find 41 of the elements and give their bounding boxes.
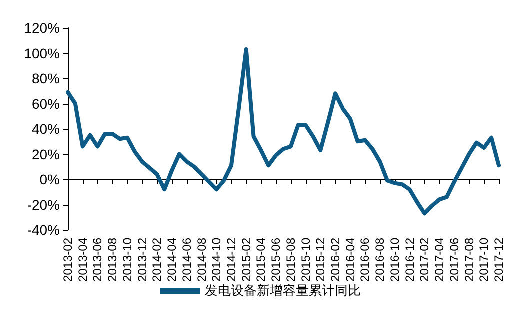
x-tick-label: 2013-04 xyxy=(76,238,90,282)
line-series xyxy=(66,47,501,216)
x-tick-label: 2017-06 xyxy=(447,238,462,282)
x-tick-label: 2017-12 xyxy=(492,238,506,282)
x-tick-label: 2014-08 xyxy=(194,238,209,282)
x-tick-label: 2015-08 xyxy=(284,238,298,282)
x-tick-label: 2014-10 xyxy=(210,238,224,282)
y-tick-label: 40% xyxy=(32,121,60,137)
legend-label: 发电设备新增容量累计同比 xyxy=(205,283,361,299)
x-tick-label: 2017-08 xyxy=(462,238,476,282)
x-tick-label: 2014-12 xyxy=(224,238,238,282)
x-tick-label: 2016-02 xyxy=(328,238,343,282)
x-tick-label: 2014-02 xyxy=(150,238,164,282)
x-tick-label: 2016-04 xyxy=(343,238,358,282)
x-tick-label: 2017-10 xyxy=(477,238,492,282)
x-tick-label: 2014-06 xyxy=(180,238,194,282)
x-tick-label: 2014-04 xyxy=(165,238,180,282)
x-tick-label: 2013-12 xyxy=(135,238,150,282)
x-tick-label: 2016-10 xyxy=(388,238,402,282)
x-tick-label: 2016-08 xyxy=(373,238,388,282)
x-tick-label: 2016-06 xyxy=(358,238,372,282)
y-tick-label: 0% xyxy=(40,172,60,188)
y-tick-label: 60% xyxy=(32,96,60,112)
y-tick-label: 100% xyxy=(24,45,60,62)
y-tick-label: -40% xyxy=(27,222,60,238)
x-tick-label: 2013-06 xyxy=(90,238,105,282)
x-tick-label: 2015-12 xyxy=(314,238,328,282)
x-tick-label: 2013-02 xyxy=(61,238,75,282)
x-tick-label: 2015-06 xyxy=(269,238,284,282)
y-tick-label: 80% xyxy=(32,70,60,86)
x-tick-label: 2017-02 xyxy=(418,238,432,282)
x-tick-label: 2017-04 xyxy=(432,238,447,282)
x-tick-label: 2015-04 xyxy=(254,238,268,282)
x-tick-label: 2013-10 xyxy=(120,238,134,282)
y-tick-label: -20% xyxy=(27,196,60,213)
x-tick-label: 2016-12 xyxy=(402,238,417,282)
x-tick-label: 2015-02 xyxy=(239,238,254,282)
y-tick-label: 20% xyxy=(32,146,60,162)
y-tick-label: 120% xyxy=(24,20,60,36)
x-tick-label: 2013-08 xyxy=(106,238,120,282)
x-tick-label: 2015-10 xyxy=(298,238,313,282)
